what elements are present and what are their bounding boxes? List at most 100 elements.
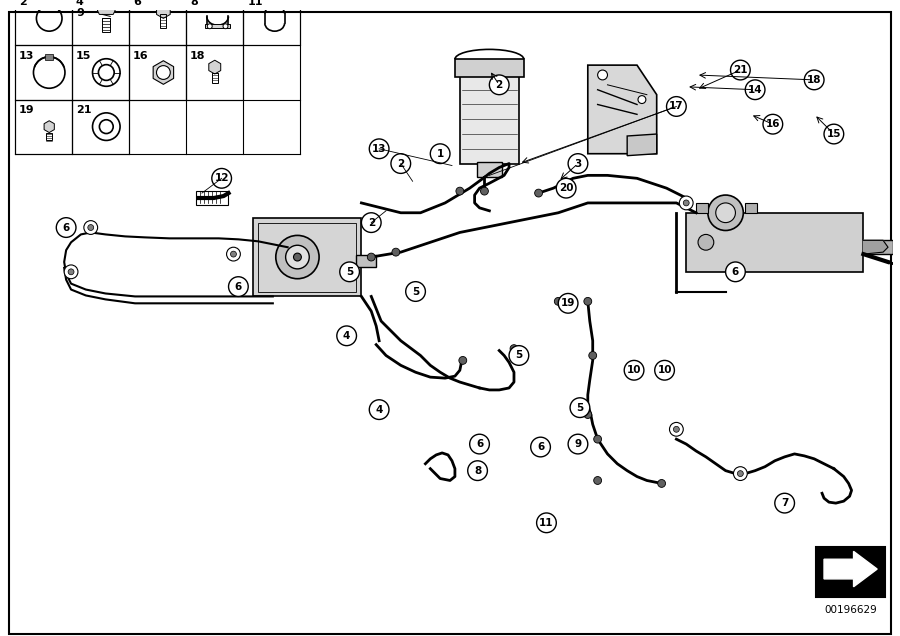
Circle shape <box>510 345 518 352</box>
Bar <box>696 203 708 213</box>
Text: 6: 6 <box>732 267 739 277</box>
Circle shape <box>157 66 170 80</box>
Text: 2: 2 <box>19 0 27 7</box>
Text: 6: 6 <box>537 442 544 452</box>
Circle shape <box>57 218 76 237</box>
Bar <box>186 0 243 45</box>
Circle shape <box>481 187 489 195</box>
Polygon shape <box>627 134 657 156</box>
Bar <box>253 218 362 296</box>
Text: 19: 19 <box>19 106 34 116</box>
Circle shape <box>598 70 608 80</box>
Circle shape <box>554 298 562 305</box>
Circle shape <box>468 461 488 480</box>
Text: 15: 15 <box>76 52 92 61</box>
Circle shape <box>229 277 248 296</box>
Bar <box>816 548 885 597</box>
Bar <box>356 255 376 267</box>
Bar <box>15 45 72 100</box>
Circle shape <box>406 282 426 301</box>
Bar <box>129 0 186 45</box>
Polygon shape <box>157 3 170 18</box>
Polygon shape <box>863 240 888 254</box>
Circle shape <box>589 352 597 359</box>
Circle shape <box>212 169 231 188</box>
Text: 12: 12 <box>214 174 229 183</box>
Circle shape <box>737 471 743 476</box>
Polygon shape <box>824 551 877 587</box>
Circle shape <box>531 437 551 457</box>
Circle shape <box>654 361 674 380</box>
Circle shape <box>391 154 410 174</box>
Bar <box>212 73 218 83</box>
Circle shape <box>667 97 686 116</box>
Bar <box>460 70 519 163</box>
Circle shape <box>337 326 356 345</box>
Bar <box>129 45 186 100</box>
Text: 2: 2 <box>496 80 503 90</box>
Text: 7: 7 <box>781 498 788 508</box>
Text: 8: 8 <box>190 0 198 7</box>
Circle shape <box>638 95 646 104</box>
Circle shape <box>275 235 319 279</box>
Circle shape <box>584 298 591 305</box>
Circle shape <box>698 235 714 250</box>
Text: 13: 13 <box>19 52 34 61</box>
Text: 4: 4 <box>343 331 350 341</box>
Circle shape <box>369 400 389 420</box>
Circle shape <box>568 434 588 454</box>
Circle shape <box>680 196 693 210</box>
Bar <box>863 240 893 254</box>
Bar <box>196 191 228 205</box>
Circle shape <box>745 80 765 100</box>
Text: 6: 6 <box>476 439 483 449</box>
Text: 10: 10 <box>657 365 671 375</box>
Bar <box>477 162 502 177</box>
Circle shape <box>362 213 381 232</box>
Circle shape <box>509 345 528 365</box>
Circle shape <box>556 178 576 198</box>
Bar <box>15 0 72 45</box>
Circle shape <box>293 253 302 261</box>
Text: 4: 4 <box>76 0 84 7</box>
Circle shape <box>470 434 490 454</box>
Text: 10: 10 <box>626 365 642 375</box>
Text: 6: 6 <box>62 223 70 233</box>
Bar <box>72 100 129 154</box>
Bar <box>45 54 53 60</box>
Circle shape <box>673 426 680 432</box>
Circle shape <box>568 154 588 174</box>
Circle shape <box>490 75 509 95</box>
Polygon shape <box>588 65 657 154</box>
Text: 4: 4 <box>375 404 382 415</box>
Text: 00196629: 00196629 <box>824 604 877 614</box>
Text: 11: 11 <box>539 518 554 528</box>
Polygon shape <box>153 60 174 85</box>
Text: 18: 18 <box>190 52 206 61</box>
Text: 11: 11 <box>248 0 263 7</box>
Circle shape <box>558 293 578 313</box>
Circle shape <box>99 120 113 134</box>
Circle shape <box>658 480 666 487</box>
Circle shape <box>805 70 824 90</box>
Text: 20: 20 <box>559 183 573 193</box>
Circle shape <box>570 398 590 417</box>
Circle shape <box>708 195 743 230</box>
Circle shape <box>84 221 97 235</box>
Circle shape <box>535 189 543 197</box>
Bar <box>258 223 356 291</box>
Bar <box>160 15 166 28</box>
Circle shape <box>824 124 843 144</box>
Bar <box>15 100 72 154</box>
Bar <box>205 24 230 28</box>
Text: 9: 9 <box>76 8 84 18</box>
Circle shape <box>68 269 74 275</box>
Text: 5: 5 <box>576 403 583 413</box>
Circle shape <box>594 476 601 485</box>
Text: 5: 5 <box>516 350 523 361</box>
Polygon shape <box>686 213 863 272</box>
Bar <box>72 0 129 45</box>
Circle shape <box>88 225 94 230</box>
Circle shape <box>734 467 747 480</box>
Bar <box>243 0 301 45</box>
